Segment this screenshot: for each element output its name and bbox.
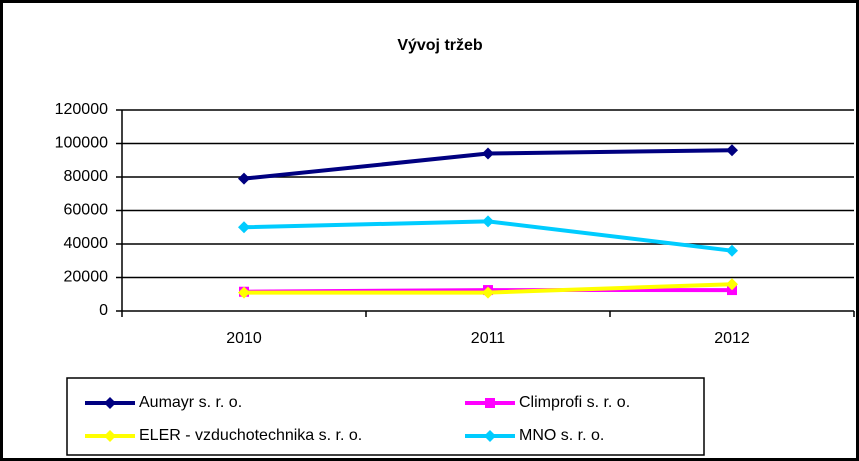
y-tick-label: 80000 [64, 168, 109, 185]
y-tick-label: 120000 [55, 101, 108, 118]
y-tick-label: 40000 [64, 235, 109, 252]
y-tick-label: 0 [99, 302, 108, 319]
point [482, 215, 494, 228]
point [726, 244, 738, 257]
legend-label: ELER - vzduchotechnika s. r. o. [139, 427, 362, 444]
point [726, 278, 738, 291]
x-tick-label: 2011 [471, 330, 506, 347]
legend-label: Climprofi s. r. o. [519, 394, 630, 411]
point [482, 147, 494, 160]
legend-label: MNO s. r. o. [519, 427, 604, 444]
point [726, 144, 738, 157]
legend-label: Aumayr s. r. o. [139, 394, 242, 411]
legend-marker [104, 397, 116, 409]
y-tick-label: 100000 [55, 135, 108, 152]
point [238, 172, 250, 185]
legend-marker [485, 398, 495, 408]
x-tick-label: 2012 [714, 330, 750, 347]
legend-marker [484, 430, 496, 442]
chart-title: Vývoj tržeb [397, 37, 483, 54]
legend-box [66, 377, 705, 456]
legend-marker [104, 430, 116, 442]
y-tick-label: 20000 [64, 269, 109, 286]
y-tick-label: 60000 [64, 202, 109, 219]
x-tick-label: 2010 [226, 330, 262, 347]
point [238, 286, 250, 299]
point [238, 221, 250, 234]
point [482, 286, 494, 299]
